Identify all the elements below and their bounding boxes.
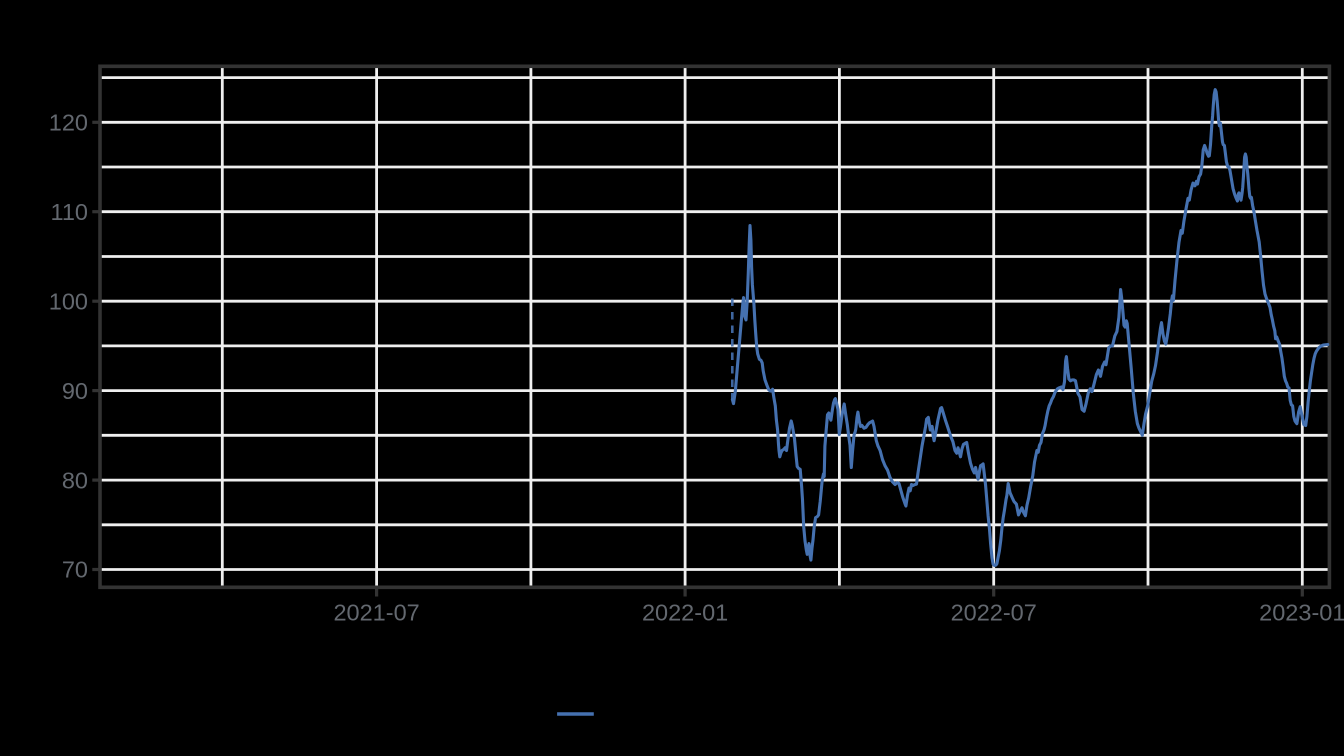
svg-text:2021-07: 2021-07 — [333, 599, 419, 625]
svg-text:2022-07: 2022-07 — [951, 599, 1037, 625]
svg-text:2023-01: 2023-01 — [1259, 599, 1344, 625]
svg-text:2022-01: 2022-01 — [642, 599, 728, 625]
svg-text:110: 110 — [51, 199, 88, 225]
svg-text:100: 100 — [49, 288, 88, 314]
svg-text:80: 80 — [62, 467, 88, 493]
svg-text:120: 120 — [49, 110, 88, 136]
svg-text:90: 90 — [62, 378, 88, 404]
svg-text:70: 70 — [62, 557, 88, 583]
